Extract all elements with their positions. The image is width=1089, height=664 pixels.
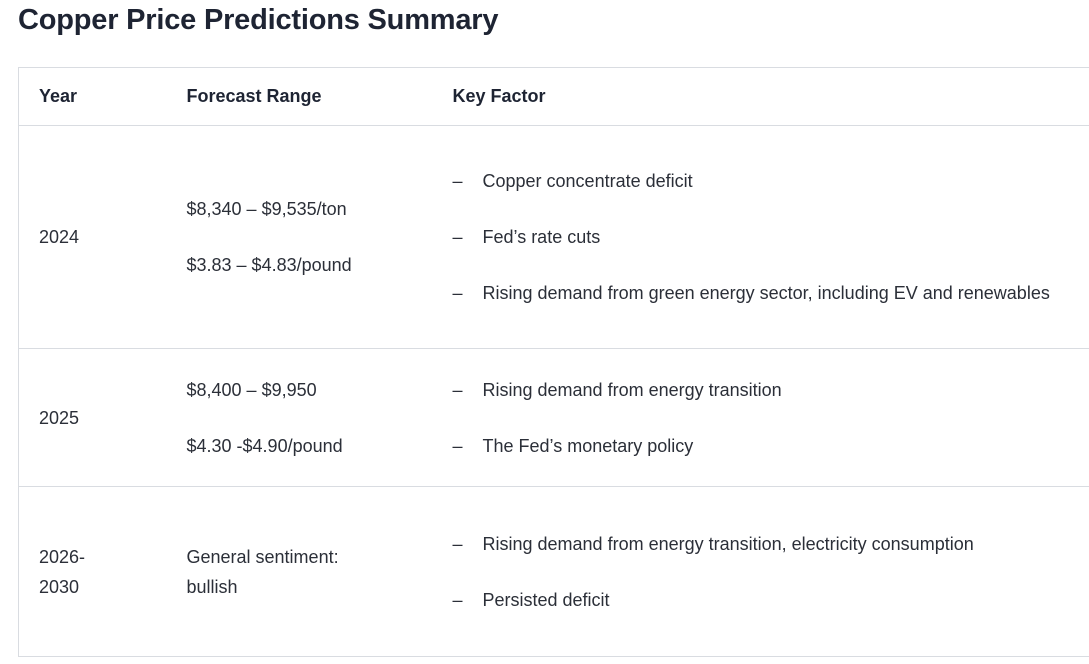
year-cell: 2025 bbox=[18, 348, 167, 487]
forecast-cell: $8,340 – $9,535/ton $3.83 – $4.83/pound bbox=[166, 125, 433, 349]
bullet: – bbox=[452, 283, 463, 303]
factor-item: – Fed’s rate cuts bbox=[453, 222, 1070, 252]
bullet: – bbox=[452, 533, 463, 554]
factor-list: – Rising demand from energy transition, e… bbox=[453, 529, 1089, 615]
header-row: Year Forecast Range Key Factor bbox=[18, 67, 1089, 126]
bullet: – bbox=[452, 589, 463, 610]
bullet: – bbox=[452, 435, 463, 456]
factor-item: – Persisted deficit bbox=[453, 585, 1070, 615]
page-title: Copper Price Predictions Summary bbox=[18, 4, 499, 36]
forecast-text: $8,400 – $9,950 bbox=[186, 379, 317, 400]
factor-text: The Fed’s monetary policy bbox=[482, 435, 694, 456]
header-cell: Year bbox=[18, 67, 167, 126]
factor-cell: – Copper concentrate deficit – Fed’s rate c… bbox=[432, 125, 1089, 349]
summary-table: Year Forecast Range Key Factor 2024 $8,34… bbox=[18, 67, 1089, 657]
factor-text: Rising demand from energy transition, el… bbox=[482, 533, 974, 554]
year-cell: 2026-2030 bbox=[18, 486, 167, 657]
bullet: – bbox=[452, 171, 463, 191]
factor-cell: – Rising demand from energy transition, e… bbox=[432, 486, 1089, 657]
forecast-text: General sentiment: bullish bbox=[186, 546, 339, 597]
forecast-text: $4.30 -$4.90/pound bbox=[186, 435, 343, 456]
table-row: 2024 $8,340 – $9,535/ton $3.83 – $4.83/pou… bbox=[18, 125, 1089, 349]
factor-list: – Rising demand from energy transition – Th… bbox=[453, 375, 1089, 461]
factor-item: – Rising demand from energy transition, e… bbox=[453, 529, 1070, 559]
factor-cell: – Rising demand from energy transition – Th… bbox=[432, 348, 1089, 487]
factor-item: – Rising demand from energy transition bbox=[453, 375, 1070, 405]
factor-text: Rising demand from green energy sector, … bbox=[482, 283, 1050, 303]
header-cell: Key Factor bbox=[432, 67, 1089, 126]
table-row: 2026-2030 General sentiment: bullish – Risi… bbox=[18, 486, 1089, 657]
table-body: 2024 $8,340 – $9,535/ton $3.83 – $4.83/pou… bbox=[18, 125, 1089, 657]
factor-item: – The Fed’s monetary policy bbox=[453, 431, 1070, 461]
forecast-cell: General sentiment: bullish bbox=[166, 486, 433, 657]
forecast-text: $8,340 – $9,535/ton bbox=[186, 199, 347, 219]
forecast-cell: $8,400 – $9,950 $4.30 -$4.90/pound bbox=[166, 348, 433, 487]
bullet: – bbox=[452, 227, 463, 247]
factor-text: Fed’s rate cuts bbox=[482, 227, 601, 247]
factor-text: Copper concentrate deficit bbox=[482, 171, 693, 191]
year-cell: 2024 bbox=[18, 125, 167, 349]
factor-item: – Copper concentrate deficit bbox=[453, 166, 1070, 196]
factor-item: – Rising demand from green energy sector,… bbox=[453, 278, 1070, 308]
bullet: – bbox=[452, 379, 463, 400]
header-cell: Forecast Range bbox=[166, 67, 433, 126]
factor-list: – Copper concentrate deficit – Fed’s rate c… bbox=[453, 166, 1089, 308]
forecast-text: $3.83 – $4.83/pound bbox=[186, 255, 352, 275]
factor-text: Persisted deficit bbox=[482, 589, 610, 610]
table-row: 2025 $8,400 – $9,950 $4.30 -$4.90/pound – Ri… bbox=[18, 348, 1089, 487]
factor-text: Rising demand from energy transition bbox=[482, 379, 782, 400]
